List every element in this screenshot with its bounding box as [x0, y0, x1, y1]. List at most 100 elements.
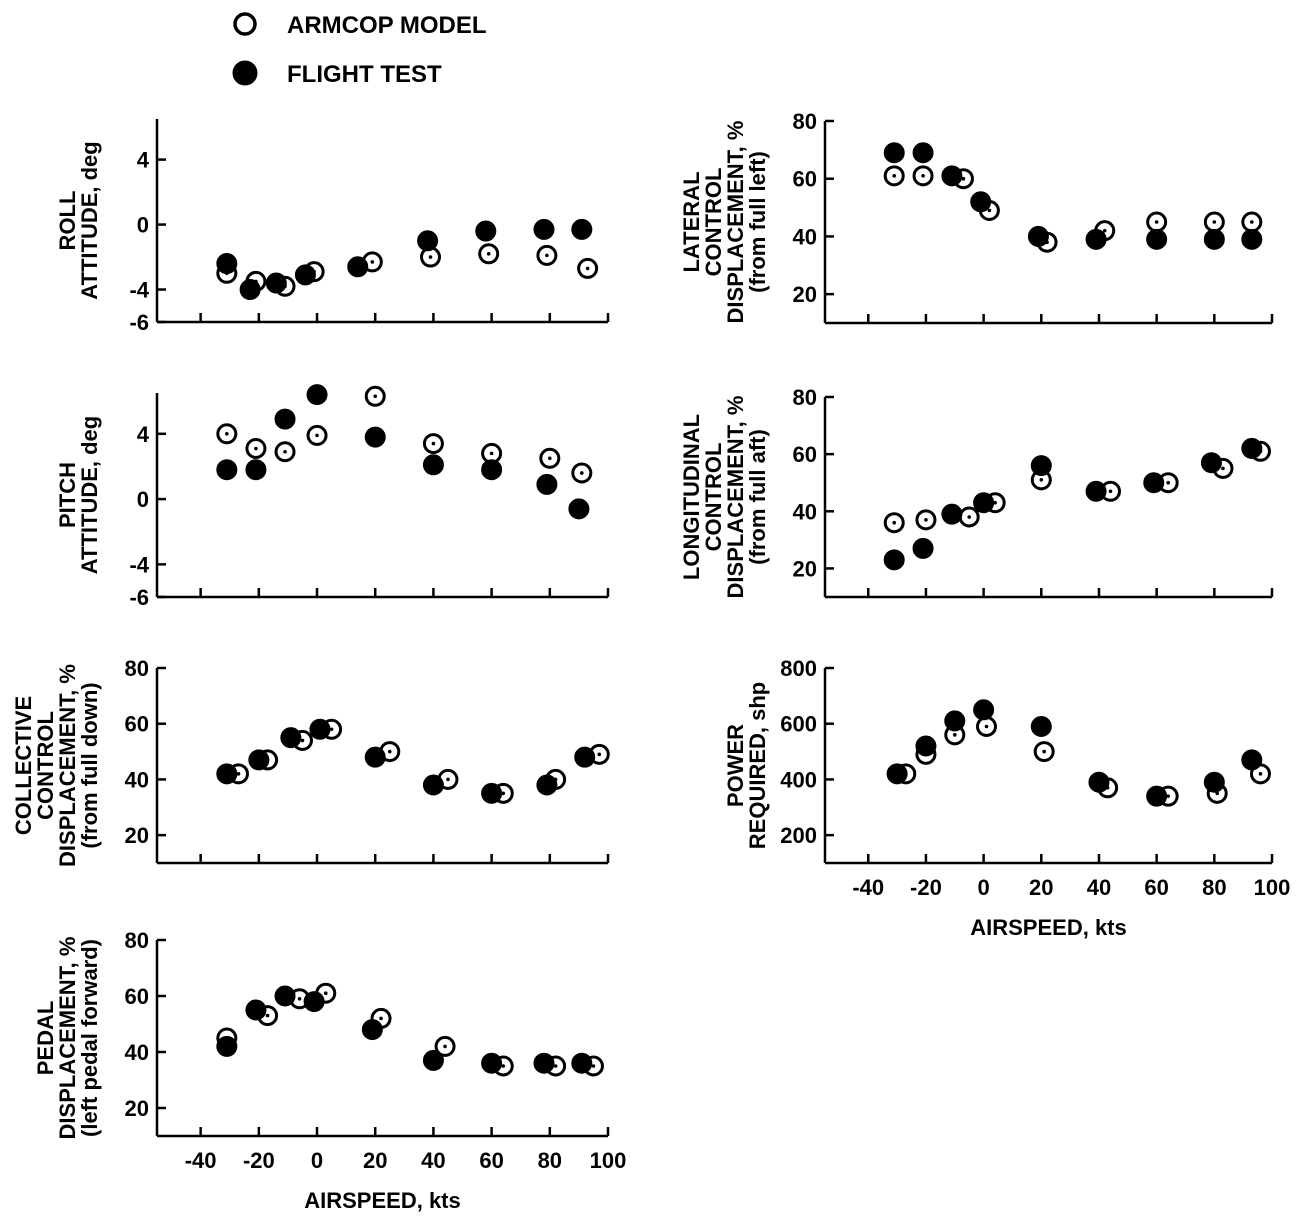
model-point-dot — [489, 451, 494, 456]
flight-test-point — [568, 498, 590, 520]
model-point-dot — [597, 752, 602, 757]
y-tick-label: 40 — [793, 224, 817, 249]
model-point-dot — [1166, 480, 1170, 485]
flight-test-point — [294, 264, 316, 286]
x-tick-label: 60 — [479, 1148, 503, 1173]
flight-test-point — [886, 763, 908, 785]
x-tick-label: 100 — [590, 1148, 627, 1173]
flight-test-point — [1027, 225, 1049, 247]
y-tick-label: 80 — [125, 656, 149, 681]
panel-pitch: -6 -4 0 4 PITCHATTITUDE, deg — [55, 384, 610, 610]
y-axis-title-line: LATERAL — [679, 171, 704, 272]
model-point-dot — [961, 176, 966, 181]
model-point-dot — [1166, 794, 1170, 798]
model-point-dot — [225, 432, 229, 436]
model-point-dot — [952, 733, 957, 737]
model-point-dot — [446, 777, 450, 782]
model-point-dot — [379, 1016, 383, 1021]
y-axis-title: LATERALCONTROLDISPLACEMENT, %(from full … — [679, 121, 770, 324]
flight-test-point — [309, 718, 331, 740]
x-tick-label: 0 — [311, 1148, 323, 1173]
flight-test-point — [571, 1052, 593, 1074]
flight-test-point — [973, 699, 995, 721]
flight-test-point — [1030, 455, 1052, 477]
model-point-dot — [501, 791, 506, 796]
model-point-dot — [1108, 489, 1113, 494]
model-point-dot — [892, 520, 897, 525]
flight-test-point — [364, 746, 386, 768]
x-tick-label: 0 — [977, 875, 989, 900]
panel-collective: 20 40 60 80 COLLECTIVECONTROLDISPLACEMENT, %… — [11, 656, 610, 867]
flight-test-point — [216, 459, 238, 481]
model-point-dot — [984, 724, 989, 729]
model-point-dot — [987, 208, 992, 213]
flight-test-point — [274, 985, 296, 1007]
y-tick-label: 0 — [137, 213, 149, 238]
x-tick-label: 80 — [538, 1148, 562, 1173]
x-tick-label: -20 — [243, 1148, 275, 1173]
legend-item-flight: FLIGHT TEST — [232, 60, 442, 88]
y-tick-label: 60 — [125, 984, 149, 1009]
model-point-dot — [921, 174, 925, 178]
y-tick-label: 20 — [125, 1096, 149, 1121]
model-point-dot — [370, 260, 375, 264]
y-tick-label: 40 — [125, 1040, 149, 1065]
model-point-dot — [297, 997, 302, 1001]
y-tick-label: 40 — [793, 499, 817, 524]
panel-lateral: 20 40 60 80 LATERALCONTROLDISPLACEMENT, %(fr… — [679, 109, 1274, 325]
model-point-dot — [1250, 220, 1254, 224]
y-tick-label: -6 — [129, 310, 149, 335]
flight-test-point — [1143, 472, 1165, 494]
y-axis-title: ROLLATTITUDE, deg — [55, 141, 102, 299]
y-axis-title-line: ATTITUDE, deg — [77, 141, 102, 299]
model-point-dot — [892, 174, 897, 178]
legend-item-model: ARMCOP MODEL — [233, 12, 487, 39]
model-point-dot — [443, 1044, 447, 1049]
legend-label-model: ARMCOP MODEL — [287, 12, 487, 39]
model-point-dot — [501, 1064, 506, 1068]
flight-test-point — [422, 454, 444, 476]
flight-test-point — [973, 492, 995, 514]
y-tick-label: 400 — [780, 767, 817, 792]
flight-test-point — [915, 735, 937, 757]
model-point-dot — [967, 515, 971, 519]
y-tick-label: 20 — [793, 556, 817, 581]
y-axis-title-line: (from full left) — [745, 151, 770, 293]
y-tick-label: 60 — [793, 442, 817, 467]
y-axis-title-line: CONTROL — [701, 443, 726, 552]
flight-test-point — [422, 774, 444, 796]
y-tick-label: 4 — [137, 422, 150, 447]
y-tick-label: 200 — [780, 823, 817, 848]
model-point-dot — [323, 991, 328, 995]
flight-test-point — [475, 220, 497, 242]
y-axis-title-line: ATTITUDE, deg — [77, 416, 102, 574]
x-tick-label: 80 — [1202, 875, 1226, 900]
y-axis-title-line: DISPLACEMENT, % — [723, 396, 748, 599]
panel-power: 200 400 600 800 -40 -20 0 20 40 60 80 100 AIRSPEED, … — [723, 656, 1290, 940]
model-point-dot — [329, 727, 334, 732]
y-axis-title-line: DISPLACEMENT, % — [55, 937, 80, 1140]
x-tick-label: 40 — [1087, 875, 1111, 900]
y-axis-title-line: (from full down) — [77, 682, 102, 848]
y-tick-label: 60 — [793, 167, 817, 192]
model-point-dot — [993, 500, 997, 505]
y-axis-title-line: LONGITUDINAL — [679, 414, 704, 580]
flight-test-point — [274, 408, 296, 430]
flight-test-point — [1085, 480, 1107, 502]
x-tick-label: -40 — [185, 1148, 217, 1173]
legend-filled-marker — [232, 60, 258, 86]
model-point-dot — [373, 394, 378, 399]
y-axis-title-line: ROLL — [55, 191, 80, 251]
flight-test-point — [571, 218, 593, 240]
flight-test-point — [248, 749, 270, 771]
y-tick-label: 800 — [780, 656, 817, 681]
flight-test-point — [536, 774, 558, 796]
flight-test-point — [1085, 228, 1107, 250]
y-axis-title-line: COLLECTIVE — [11, 696, 36, 835]
flight-test-point — [216, 1035, 238, 1057]
y-axis-title-line: CONTROL — [701, 168, 726, 277]
y-tick-label: 20 — [125, 823, 149, 848]
y-tick-label: 80 — [793, 109, 817, 134]
